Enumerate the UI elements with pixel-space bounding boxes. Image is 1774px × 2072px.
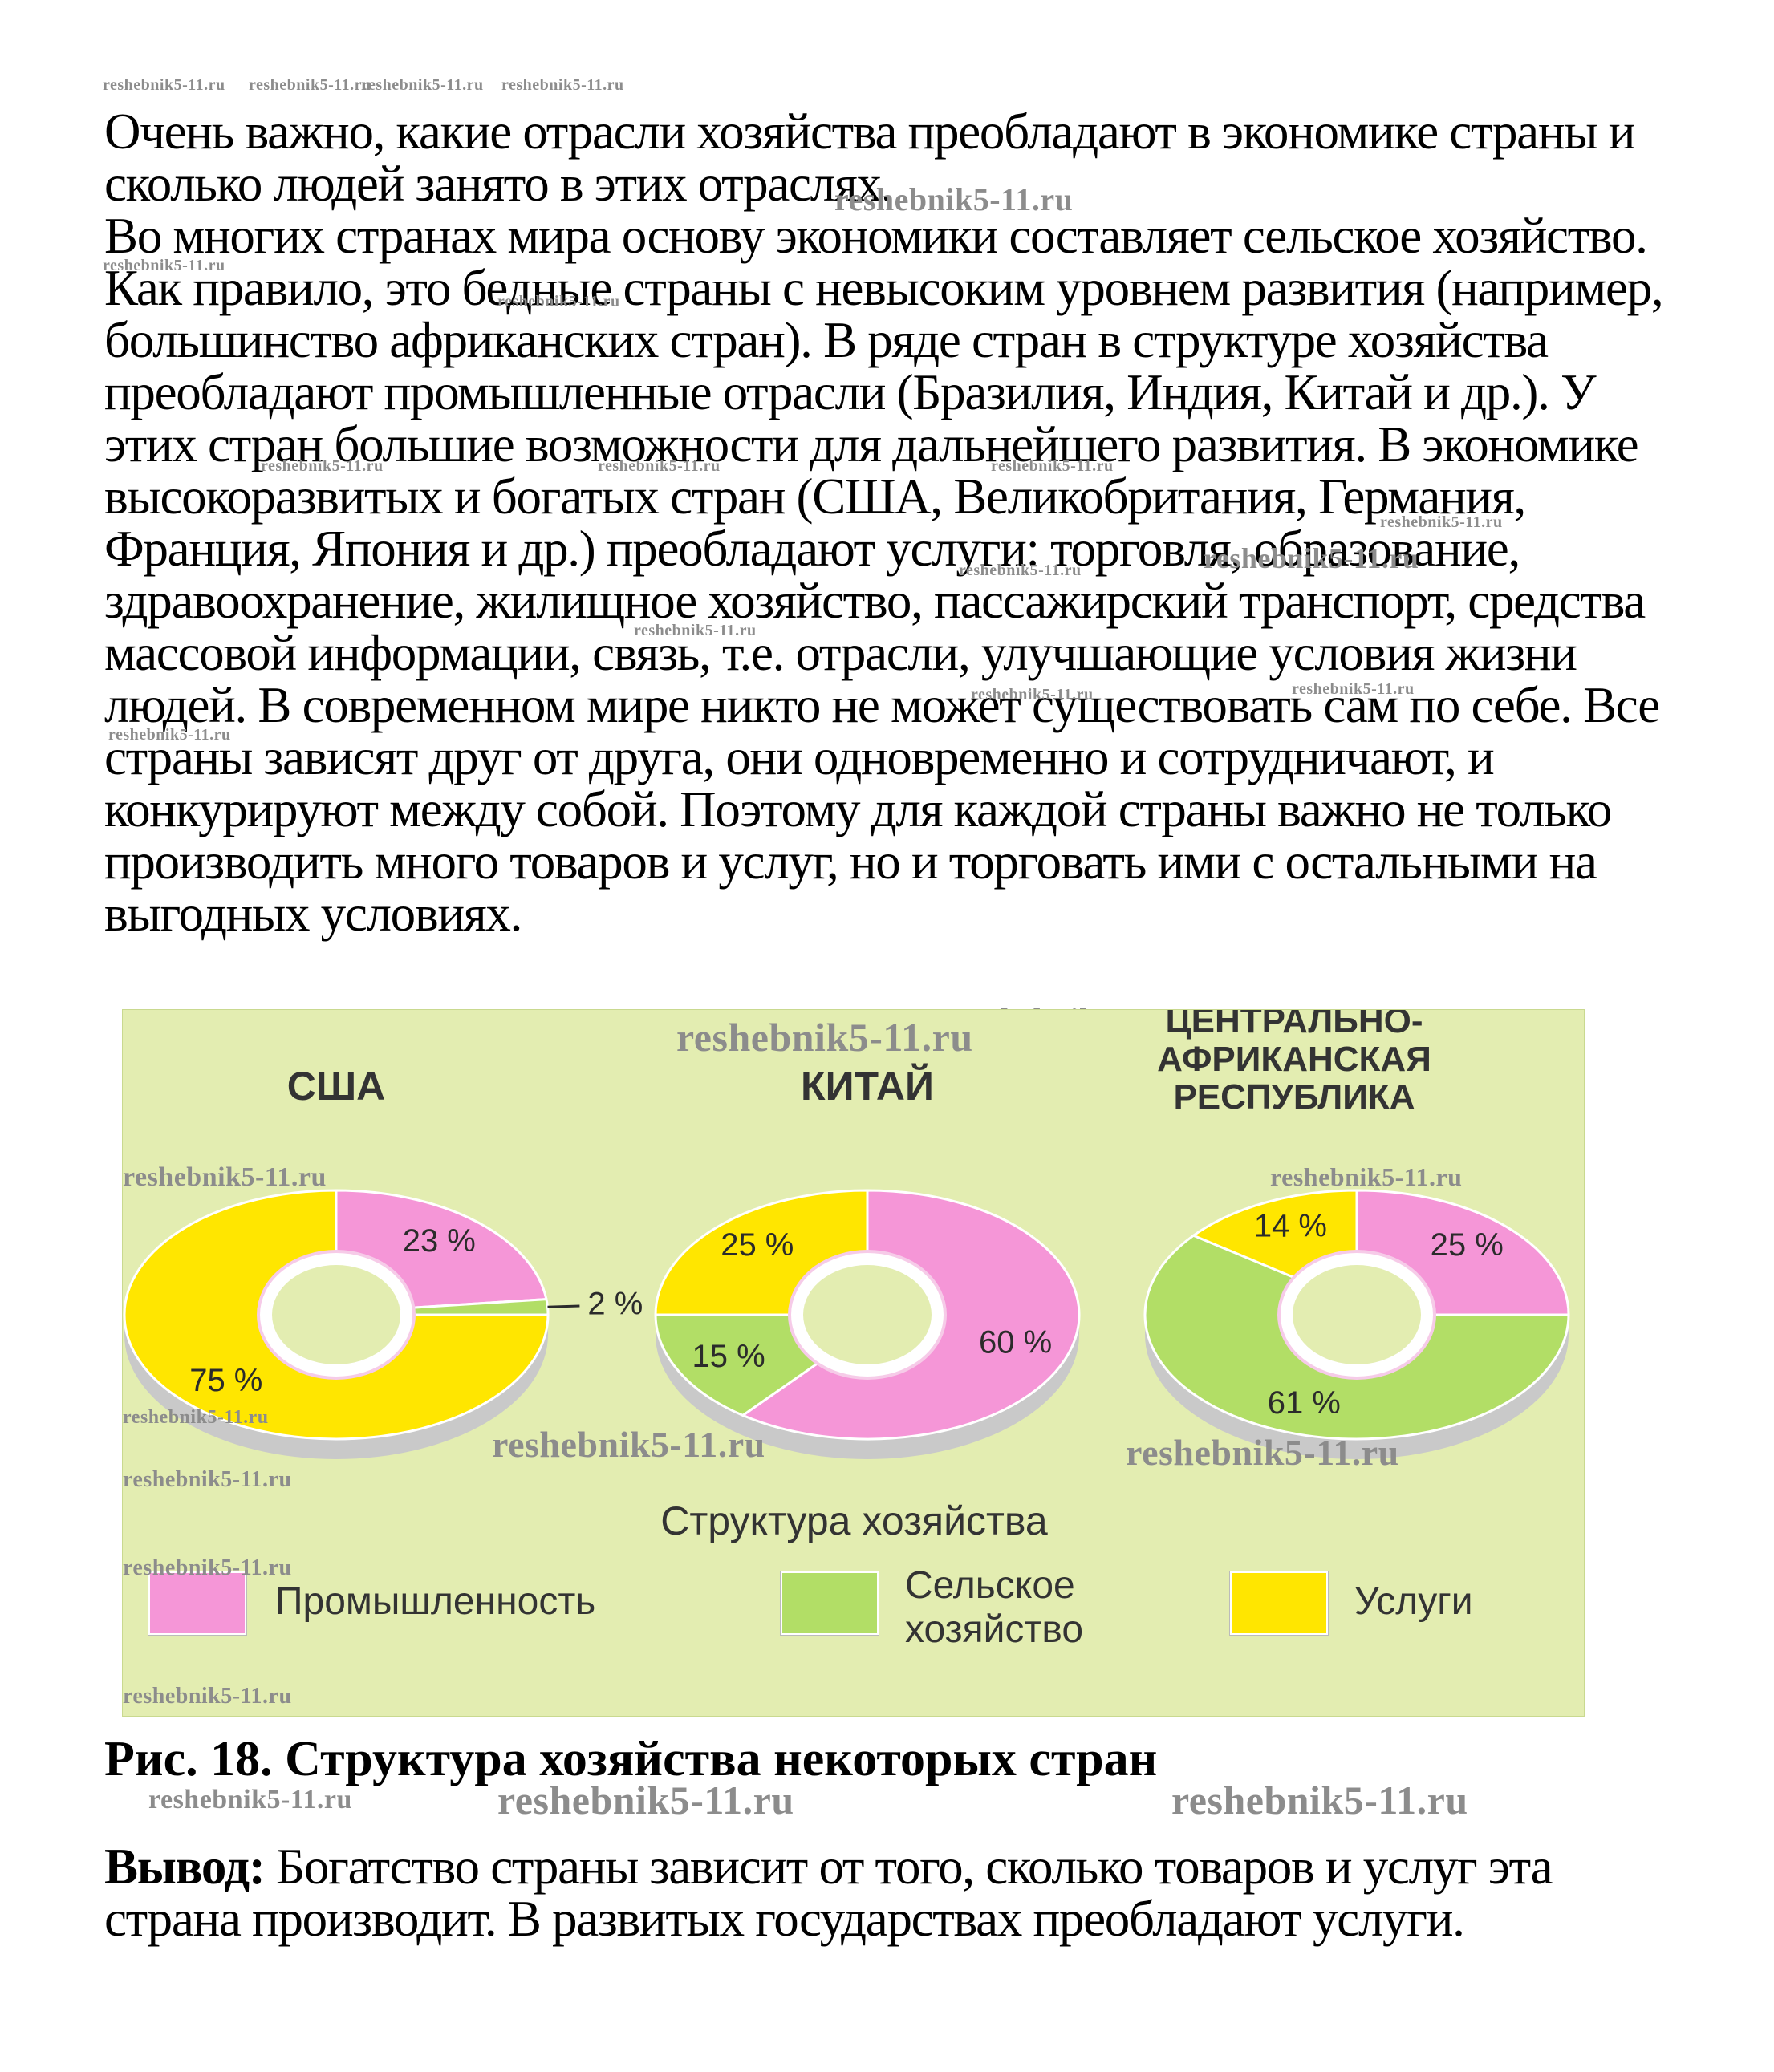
svg-text:25 %: 25 % (1431, 1227, 1504, 1263)
svg-text:15 %: 15 % (692, 1339, 765, 1374)
svg-text:75 %: 75 % (189, 1363, 262, 1398)
svg-text:14 %: 14 % (1254, 1208, 1327, 1243)
svg-text:60 %: 60 % (979, 1325, 1052, 1360)
svg-text:25 %: 25 % (721, 1227, 794, 1263)
svg-text:2 %: 2 % (587, 1287, 643, 1322)
svg-text:23 %: 23 % (403, 1223, 476, 1259)
svg-text:61 %: 61 % (1268, 1385, 1341, 1421)
